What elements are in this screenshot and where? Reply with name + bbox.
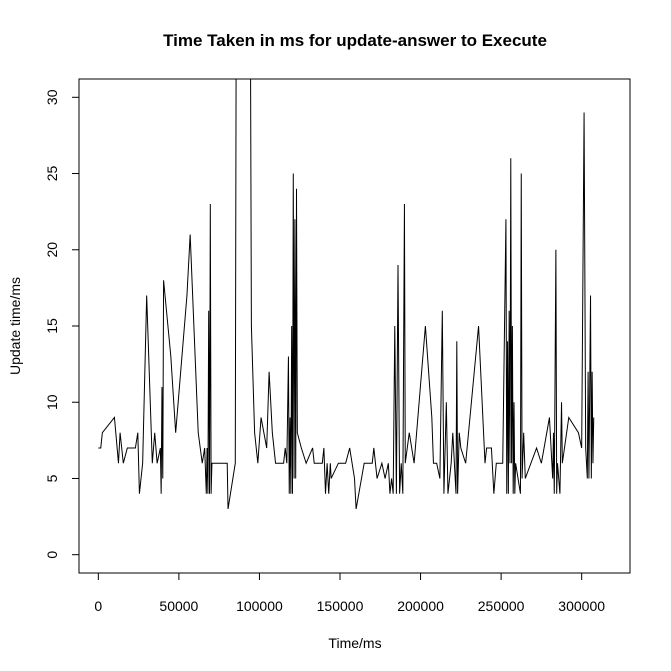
y-axis-label: Update time/ms [7, 277, 23, 375]
x-tick-label: 50000 [159, 598, 198, 614]
x-axis: 0 50000 100000 150000 200000 250000 300000 [94, 572, 605, 614]
chart-title: Time Taken in ms for update-answer to Ex… [163, 31, 547, 50]
y-tick-label: 25 [44, 166, 60, 182]
x-tick-label: 0 [94, 598, 102, 614]
x-axis-label: Time/ms [328, 635, 381, 651]
y-tick-label: 5 [44, 474, 60, 482]
series-line [98, 79, 595, 510]
y-tick-label: 0 [44, 551, 60, 559]
y-tick-label: 30 [44, 89, 60, 105]
y-tick-label: 10 [44, 394, 60, 410]
x-tick-label: 250000 [478, 598, 525, 614]
x-tick-label: 300000 [558, 598, 605, 614]
y-axis: 0 5 10 15 20 25 30 [44, 89, 80, 559]
x-tick-label: 150000 [317, 598, 364, 614]
y-tick-label: 20 [44, 242, 60, 258]
x-tick-label: 200000 [397, 598, 444, 614]
y-tick-label: 15 [44, 318, 60, 334]
plot-frame [78, 78, 631, 574]
series-group [98, 79, 595, 510]
x-tick-label: 100000 [236, 598, 283, 614]
